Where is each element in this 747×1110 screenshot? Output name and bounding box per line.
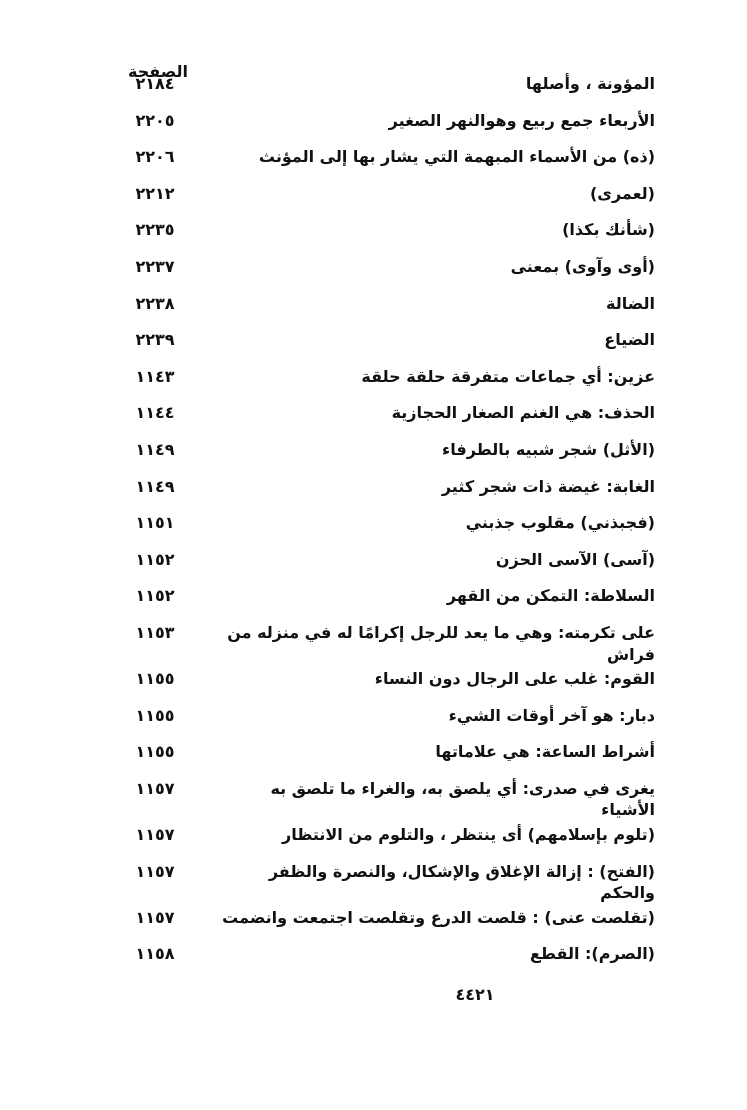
index-entry: ٢٢٣٥ (شأنك بكذا) — [110, 216, 655, 253]
index-entry: ١١٥٣ على تكرمته: وهي ما يعد للرجل إكرامًا… — [110, 619, 655, 665]
entry-page-number: ١١٥٢ — [135, 586, 175, 606]
entry-page-number: ٢٢١٢ — [135, 183, 175, 203]
entry-text: على تكرمته: وهي ما يعد للرجل إكرامًا له … — [227, 622, 655, 664]
entry-text: السلاطة: التمكن من القهر — [446, 586, 655, 606]
index-list: ٢١٨٤ المؤونة ، وأصلها ٢٢٠٥ الأربعاء جمع ربي… — [110, 70, 655, 1004]
index-entry: ٢٢٣٩ الضياع — [110, 326, 655, 363]
entry-text: المؤونة ، وأصلها — [525, 74, 655, 93]
entry-text: الحذف: هي الغنم الصغار الحجازية — [391, 403, 655, 423]
index-entry: ١١٤٩ الغابة: غيضة ذات شجر كثير — [110, 473, 655, 510]
entry-text: القوم: غلب على الرجال دون النساء — [374, 669, 655, 689]
index-entry: ٢٢٠٦ (ذه) من الأسماء المبهمة التي يشار به… — [110, 143, 655, 180]
entry-page-number: ١١٥٢ — [135, 549, 175, 569]
index-entry: ١١٤٣ عزين: أي جماعات متفرقة حلقة حلقة — [110, 363, 655, 400]
entry-text: (الأثل) شجر شبيه بالطرفاء — [442, 439, 655, 459]
index-entry: ١١٥٧ يغرى في صدرى: أي يلصق به، والغراء ما… — [110, 775, 655, 821]
entry-page-number: ٢٢٣٥ — [135, 220, 175, 240]
entry-text: دبار: هو آخر أوقات الشيء — [448, 705, 655, 725]
page-number: ٤٤٢١ — [455, 985, 495, 1005]
entry-page-number: ١١٥٨ — [135, 944, 175, 964]
index-entry: ١١٥٥ القوم: غلب على الرجال دون النساء — [110, 665, 655, 702]
index-entry: ٢٢٣٧ (أوى وآوى) بمعنى — [110, 253, 655, 290]
entry-text: الغابة: غيضة ذات شجر كثير — [441, 476, 655, 496]
entry-page-number: ١١٤٩ — [135, 439, 175, 459]
entry-page-number: ١١٥٥ — [135, 742, 175, 762]
entry-page-number: ١١٤٩ — [135, 476, 175, 496]
page-column-header: الصفحة — [127, 62, 188, 81]
entry-text: يغرى في صدرى: أي يلصق به، والغراء ما تلص… — [270, 778, 655, 820]
entry-text: (الصرم): القطع — [529, 944, 655, 964]
index-entry: ٢٢١٢ (لعمرى) — [110, 180, 655, 217]
index-entry: ٢٢٠٥ الأربعاء جمع ربيع وهوالنهر الصغير — [110, 107, 655, 144]
index-entry: ٢٢٣٨ الضالة — [110, 290, 655, 327]
entry-text: (شأنك بكذا) — [562, 220, 655, 240]
entry-text: (أوى وآوى) بمعنى — [510, 256, 655, 276]
entry-text: الأربعاء جمع ربيع وهوالنهر الصغير — [388, 110, 655, 130]
index-entry: ١١٥٢ (آسى) الآسى الحزن — [110, 546, 655, 583]
entry-page-number: ١١٥٧ — [135, 825, 175, 845]
entry-page-number: ١١٥٧ — [135, 778, 175, 798]
entry-page-number: ٢٢٣٨ — [135, 293, 175, 313]
entry-text: الضالة — [606, 293, 655, 313]
index-entry: ٢١٨٤ المؤونة ، وأصلها — [110, 70, 655, 107]
entry-page-number: ٢٢٠٥ — [135, 110, 175, 130]
entry-text: الضياع — [604, 330, 655, 350]
entry-text: عزين: أي جماعات متفرقة حلقة حلقة — [361, 366, 655, 386]
entry-page-number: ١١٤٣ — [135, 366, 175, 386]
entry-page-number: ١١٥٥ — [135, 705, 175, 725]
entry-text: (فجبذني) مقلوب جذبني — [465, 513, 655, 533]
index-entry: ١١٥٢ السلاطة: التمكن من القهر — [110, 582, 655, 619]
entry-text: (آسى) الآسى الحزن — [495, 549, 655, 569]
index-entry: ١١٤٩ (الأثل) شجر شبيه بالطرفاء — [110, 436, 655, 473]
entry-page-number: ٢٢٣٩ — [135, 330, 175, 350]
index-entry: ١١٥٧ (الفتح) : إزالة الإغلاق والإشكال، وا… — [110, 858, 655, 904]
index-entry: ١١٥٥ دبار: هو آخر أوقات الشيء — [110, 702, 655, 739]
entry-page-number: ١١٥٥ — [135, 669, 175, 689]
index-entry: ١١٥٨ (الصرم): القطع — [110, 940, 655, 977]
entry-page-number: ٢١٨٤ — [135, 74, 175, 93]
entry-page-number: ٢٢٠٦ — [135, 147, 175, 167]
entry-text: (تقلصت عنى) : قلصت الدرع وتقلصت اجتمعت و… — [222, 907, 655, 927]
index-entry: ١١٥٥ أشراط الساعة: هي علاماتها — [110, 738, 655, 775]
entry-page-number: ١١٤٤ — [135, 403, 175, 423]
entry-text: (تلوم بإسلامهم) أى ينتظر ، والتلوم من ال… — [282, 825, 655, 845]
entry-text: (الفتح) : إزالة الإغلاق والإشكال، والنصر… — [268, 861, 655, 903]
entry-text: (لعمرى) — [589, 183, 655, 203]
entry-page-number: ١١٥١ — [135, 513, 175, 533]
entry-page-number: ٢٢٣٧ — [135, 256, 175, 276]
entry-page-number: ١١٥٧ — [135, 907, 175, 927]
index-entry: ١١٥٧ (تلوم بإسلامهم) أى ينتظر ، والتلوم م… — [110, 821, 655, 858]
entry-text: أشراط الساعة: هي علاماتها — [435, 742, 655, 762]
index-entry: ١١٥١ (فجبذني) مقلوب جذبني — [110, 509, 655, 546]
entry-page-number: ١١٥٧ — [135, 861, 175, 881]
entry-page-number: ١١٥٣ — [135, 622, 175, 642]
index-entry: ١١٥٧ (تقلصت عنى) : قلصت الدرع وتقلصت اجتم… — [110, 904, 655, 941]
entry-text: (ذه) من الأسماء المبهمة التي يشار بها إل… — [258, 147, 655, 167]
index-entry: ١١٤٤ الحذف: هي الغنم الصغار الحجازية — [110, 399, 655, 436]
